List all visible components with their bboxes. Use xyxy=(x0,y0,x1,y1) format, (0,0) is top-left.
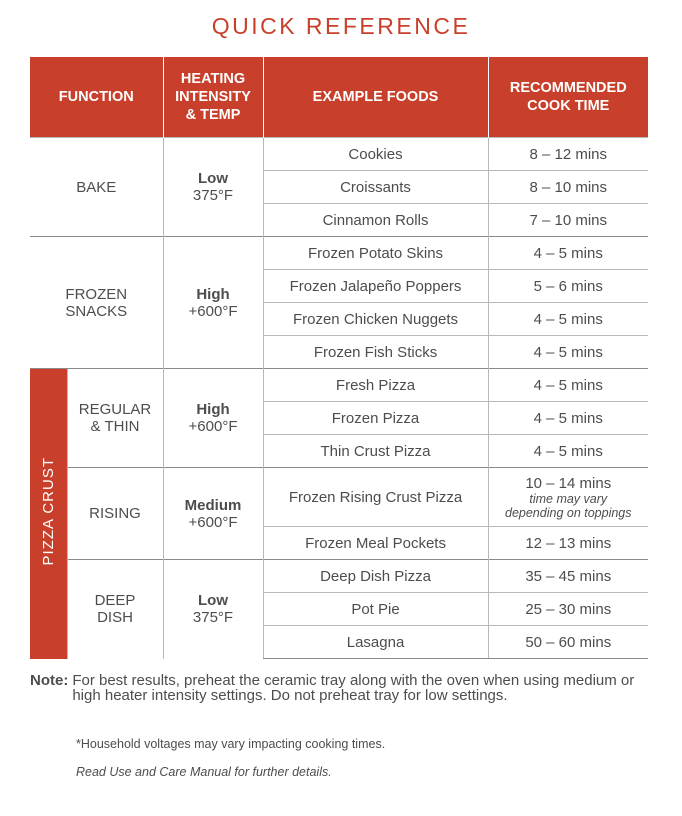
heat-cell: Medium +600°F xyxy=(162,467,264,560)
time-cell: 4 – 5 mins xyxy=(487,335,649,369)
note-text: For best results, preheat the ceramic tr… xyxy=(72,672,635,704)
food-cell: Frozen Meal Pockets xyxy=(262,526,489,560)
cook-time: 4 – 5 mins xyxy=(533,442,603,460)
table-row: BAKE Low 375°F Cookies 8 – 12 mins xyxy=(30,137,649,237)
category-cell: PIZZA CRUST xyxy=(30,368,67,659)
food-cell: Frozen Jalapeño Poppers xyxy=(262,269,489,303)
table-row: Frozen Fish Sticks 4 – 5 mins xyxy=(30,335,649,369)
cook-time: 5 – 6 mins xyxy=(533,277,603,295)
heat-cell: Low 375°F xyxy=(162,137,264,237)
time-cell: 4 – 5 mins xyxy=(487,302,649,336)
note-row: Note: For best results, preheat the cera… xyxy=(30,673,650,703)
time-cell: 4 – 5 mins xyxy=(487,434,649,468)
intensity: Medium xyxy=(184,496,242,514)
cook-time: 10 – 14 mins xyxy=(525,474,612,492)
table-row: Pot Pie 25 – 30 mins xyxy=(30,592,649,626)
table-row: Thin Crust Pizza 4 – 5 mins xyxy=(30,434,649,468)
header-row: FUNCTION HEATING INTENSITY & TEMP EXAMPLE … xyxy=(30,57,649,138)
cook-time: 7 – 10 mins xyxy=(529,211,608,229)
function-cell: REGULAR & THIN xyxy=(66,368,164,468)
food-cell: Lasagna xyxy=(262,625,489,659)
time-cell: 4 – 5 mins xyxy=(487,401,649,435)
table-row: Frozen Meal Pockets 12 – 13 mins xyxy=(30,526,649,560)
cook-time: 12 – 13 mins xyxy=(525,534,612,552)
food-cell: Cookies xyxy=(262,137,489,171)
time-cell: 8 – 10 mins xyxy=(487,170,649,204)
food-cell: Frozen Fish Sticks xyxy=(262,335,489,369)
manual-note: Read Use and Care Manual for further det… xyxy=(76,765,332,779)
food-cell: Deep Dish Pizza xyxy=(262,559,489,593)
table-row: Frozen Jalapeño Poppers 5 – 6 mins xyxy=(30,269,649,303)
function-cell: DEEP DISH xyxy=(66,559,164,659)
time-cell: 8 – 12 mins xyxy=(487,137,649,171)
food-cell: Frozen Potato Skins xyxy=(262,236,489,270)
time-cell: 4 – 5 mins xyxy=(487,236,649,270)
temperature: +600°F xyxy=(188,418,238,435)
time-note: time may vary depending on toppings xyxy=(505,491,632,520)
table-row: Frozen Chicken Nuggets 4 – 5 mins xyxy=(30,302,649,336)
cook-time: 4 – 5 mins xyxy=(533,376,603,394)
reference-table: FUNCTION HEATING INTENSITY & TEMP EXAMPLE … xyxy=(30,57,649,659)
cook-time: 8 – 12 mins xyxy=(529,145,608,163)
function-cell: FROZEN SNACKS xyxy=(30,236,164,369)
cook-time: 4 – 5 mins xyxy=(533,244,603,262)
intensity: Low xyxy=(198,592,229,610)
food-cell: Cinnamon Rolls xyxy=(262,203,489,237)
temperature: 375°F xyxy=(192,609,234,627)
table-row: PIZZA CRUST REGULAR & THIN High +600°F Fresh… xyxy=(30,368,649,659)
time-cell: 35 – 45 mins xyxy=(487,559,649,593)
cook-time: 25 – 30 mins xyxy=(525,600,612,618)
cook-time: 4 – 5 mins xyxy=(533,343,603,361)
cook-time: 4 – 5 mins xyxy=(533,310,603,328)
function-cell: RISING xyxy=(66,467,164,560)
food-cell: Pot Pie xyxy=(262,592,489,626)
time-cell: 25 – 30 mins xyxy=(487,592,649,626)
food-cell: Frozen Chicken Nuggets xyxy=(262,302,489,336)
time-cell: 12 – 13 mins xyxy=(487,526,649,560)
table-row: FROZEN SNACKS High +600°F Frozen Potato Ski… xyxy=(30,236,649,369)
header-cell: EXAMPLE FOODS xyxy=(262,57,489,138)
table-row: DEEP DISH Low 375°F Deep Dish Pizza 35 – 45 … xyxy=(30,559,649,659)
temperature: 375°F xyxy=(192,187,234,204)
food-cell: Thin Crust Pizza xyxy=(262,434,489,468)
food-cell: Croissants xyxy=(262,170,489,204)
cook-time: 4 – 5 mins xyxy=(533,409,603,427)
time-cell: 4 – 5 mins xyxy=(487,368,649,402)
temperature: +600°F xyxy=(188,302,238,320)
time-cell: 7 – 10 mins xyxy=(487,203,649,237)
time-cell: 50 – 60 mins xyxy=(487,625,649,659)
category-label: PIZZA CRUST xyxy=(39,457,57,566)
table-row: Cinnamon Rolls 7 – 10 mins xyxy=(30,203,649,237)
cook-time: 50 – 60 mins xyxy=(525,633,612,651)
cook-time: 8 – 10 mins xyxy=(529,178,608,196)
heat-cell: High +600°F xyxy=(162,236,264,369)
table-row: Lasagna 50 – 60 mins xyxy=(30,625,649,659)
note-label: Note: xyxy=(30,672,69,689)
intensity: High xyxy=(196,285,230,303)
table-row: Frozen Pizza 4 – 5 mins xyxy=(30,401,649,435)
table-header: FUNCTION HEATING INTENSITY & TEMP EXAMPLE … xyxy=(30,57,649,138)
heat-cell: High +600°F xyxy=(162,368,264,468)
food-cell: Frozen Pizza xyxy=(262,401,489,435)
table-body: BAKE Low 375°F Cookies 8 – 12 mins Croissants… xyxy=(30,137,649,659)
time-cell: 10 – 14 mins time may vary depending on t… xyxy=(487,467,649,527)
note: Note: For best results, preheat the cera… xyxy=(30,673,650,703)
function-cell: BAKE xyxy=(30,137,164,237)
header-cell: HEATING INTENSITY & TEMP xyxy=(162,57,264,138)
header-cell: FUNCTION xyxy=(30,57,164,138)
footnote: *Household voltages may vary impacting c… xyxy=(76,737,386,751)
food-cell: Frozen Rising Crust Pizza xyxy=(262,467,489,527)
heat-cell: Low 375°F xyxy=(162,559,264,659)
food-cell: Fresh Pizza xyxy=(262,368,489,402)
temperature: +600°F xyxy=(188,513,238,531)
intensity: High xyxy=(196,401,230,418)
intensity: Low xyxy=(198,170,229,187)
header-cell: RECOMMENDED COOK TIME xyxy=(487,57,649,138)
title: QUICK REFERENCE xyxy=(211,13,471,39)
table-row: RISING Medium +600°F Frozen Rising Crust Pi… xyxy=(30,467,649,560)
time-cell: 5 – 6 mins xyxy=(487,269,649,303)
cook-time: 35 – 45 mins xyxy=(525,567,612,585)
table-row: Croissants 8 – 10 mins xyxy=(30,170,649,204)
